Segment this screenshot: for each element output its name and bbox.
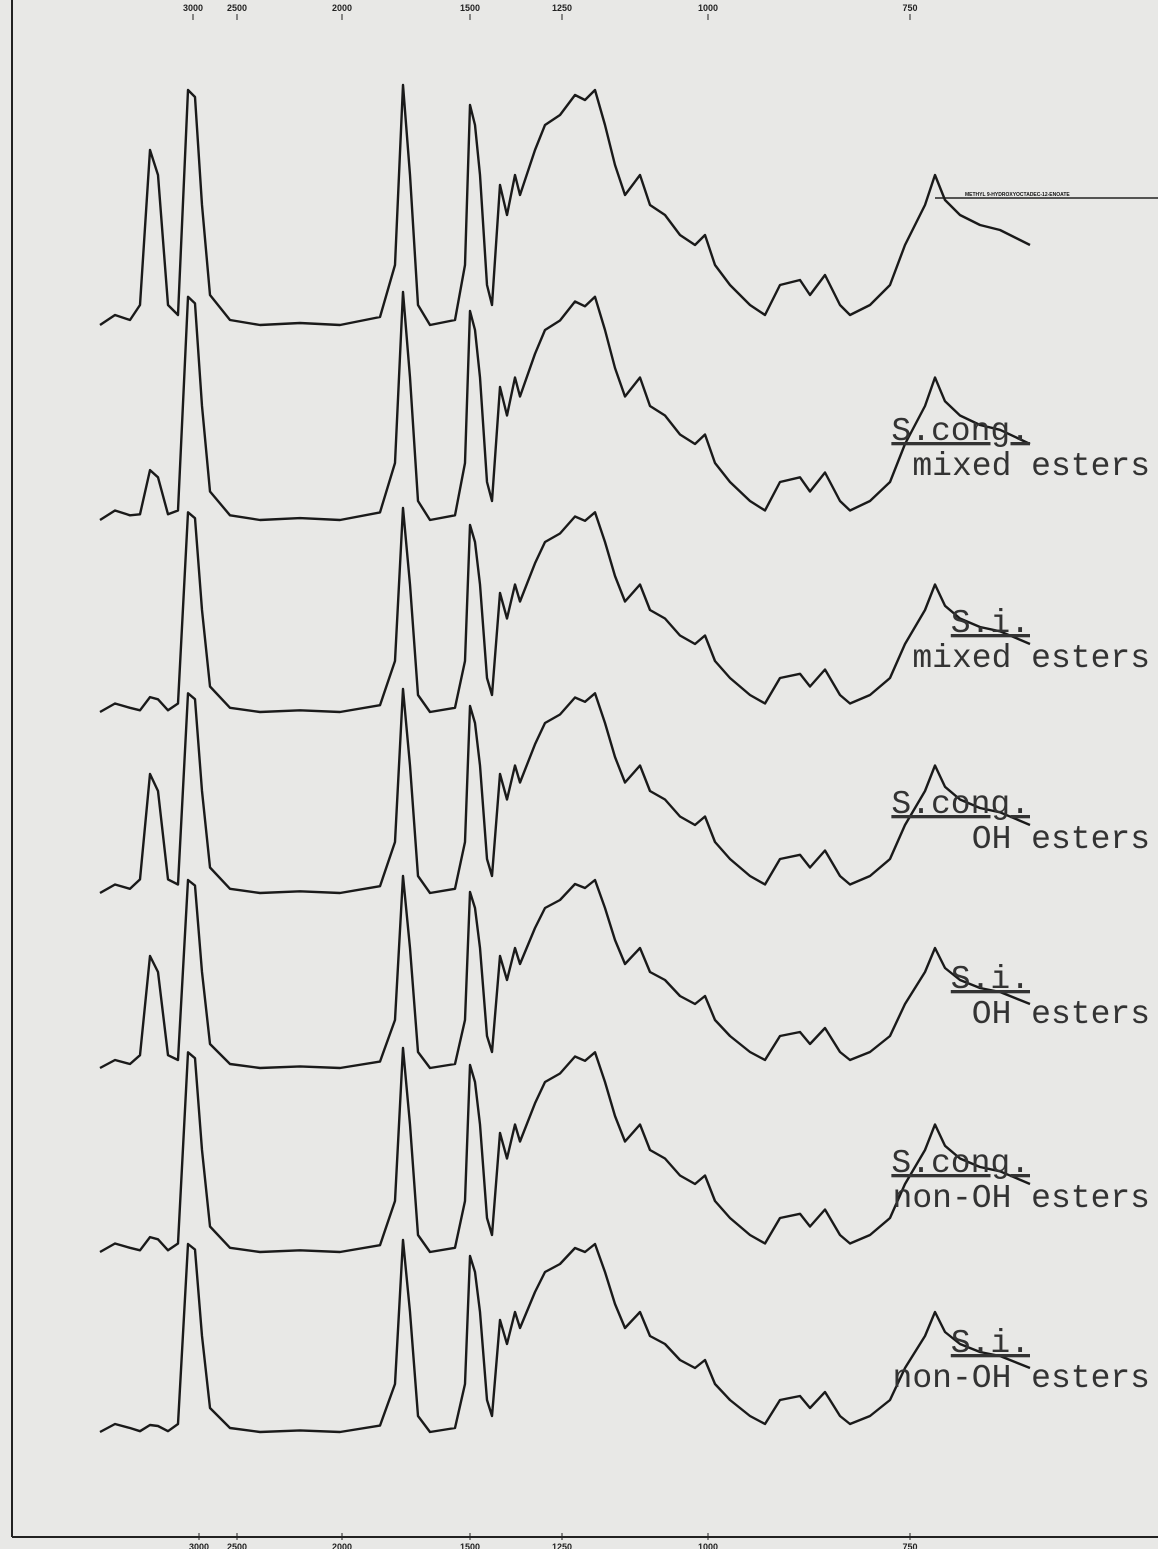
top-tick-label: 3000 bbox=[183, 3, 203, 13]
bottom-tick-label: 2000 bbox=[332, 1542, 352, 1549]
fraction-label: OH esters bbox=[972, 996, 1150, 1033]
species-label: S.cong. bbox=[891, 1145, 1030, 1182]
top-tick-label: 1500 bbox=[460, 3, 480, 13]
bottom-tick-label: 2500 bbox=[227, 1542, 247, 1549]
species-label: S.i. bbox=[951, 605, 1030, 642]
top-tick-label: 2000 bbox=[332, 3, 352, 13]
spectrum-trace bbox=[99, 687, 1031, 895]
species-label: S.i. bbox=[951, 961, 1030, 998]
bottom-tick-label: 750 bbox=[902, 1542, 917, 1549]
fraction-label: non-OH esters bbox=[893, 1180, 1150, 1217]
spectrum-trace bbox=[99, 874, 1031, 1070]
bottom-tick-label: 1000 bbox=[698, 1542, 718, 1549]
species-label: S.i. bbox=[951, 1325, 1030, 1362]
top-tick-label: 1250 bbox=[552, 3, 572, 13]
bottom-tick-label: 1250 bbox=[552, 1542, 572, 1549]
fraction-label: non-OH esters bbox=[893, 1360, 1150, 1397]
top-tick-label: 750 bbox=[902, 3, 917, 13]
top-tick-label: 2500 bbox=[227, 3, 247, 13]
spectrum-trace bbox=[99, 1046, 1031, 1254]
fraction-label: mixed esters bbox=[912, 640, 1150, 677]
spectrum-trace bbox=[99, 1238, 1031, 1434]
spectrum-trace bbox=[99, 290, 1031, 522]
spectrum-trace bbox=[99, 83, 1031, 327]
fraction-label: OH esters bbox=[972, 821, 1150, 858]
bottom-tick-label: 3000 bbox=[189, 1542, 209, 1549]
species-label: S.cong. bbox=[891, 413, 1030, 450]
top-tick-label: 1000 bbox=[698, 3, 718, 13]
fraction-label: mixed esters bbox=[912, 448, 1150, 485]
bottom-tick-label: 1500 bbox=[460, 1542, 480, 1549]
spectrum-trace bbox=[99, 506, 1031, 714]
species-label: S.cong. bbox=[891, 786, 1030, 823]
reference-label: METHYL 9-HYDROXYOCTADEC-12-ENOATE bbox=[965, 192, 1070, 198]
